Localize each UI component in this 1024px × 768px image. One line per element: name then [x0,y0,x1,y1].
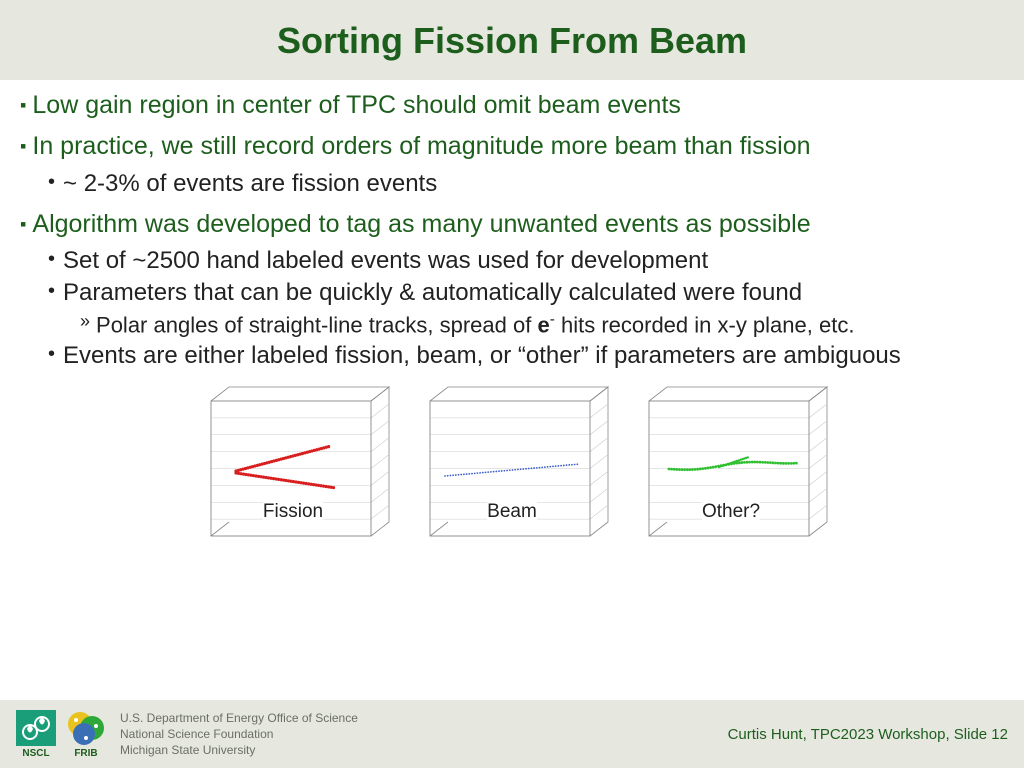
footer-bar: NSCL FRIB U.S. Department of Energy Offi… [0,700,1024,768]
diagram-label: Fission [263,501,323,523]
affil-line: Michigan State University [120,742,358,758]
bullet-text: Set of ~2500 hand labeled events was use… [63,246,708,276]
bullet-l2: • Events are either labeled fission, bea… [48,341,1004,371]
affiliation-text: U.S. Department of Energy Office of Scie… [120,710,358,759]
dot-bullet-icon: • [48,169,55,199]
slide-number: Curtis Hunt, TPC2023 Workshop, Slide 12 [728,726,1008,743]
bullet-l1: ▪ Algorithm was developed to tag as many… [20,209,1004,240]
square-bullet-icon: ▪ [20,135,26,162]
bullet-text: Polar angles of straight-line tracks, sp… [96,310,854,339]
square-bullet-icon: ▪ [20,94,26,121]
chevron-bullet-icon: » [80,310,90,339]
diagram-row: Fission Beam Other? [20,381,1004,551]
event-diagram: Other? [629,381,834,551]
dot-bullet-icon: • [48,246,55,276]
bullet-text: Parameters that can be quickly & automat… [63,278,802,308]
text-segment: hits recorded in x-y plane, etc. [555,312,855,337]
diagram-label: Beam [487,501,537,523]
nscl-logo: NSCL [16,710,56,759]
dot-bullet-icon: • [48,341,55,371]
bullet-text: Algorithm was developed to tag as many u… [32,209,810,240]
text-segment: Polar angles of straight-line tracks, sp… [96,312,537,337]
page-title: Sorting Fission From Beam [0,20,1024,62]
bullet-l2: • ~ 2-3% of events are fission events [48,169,1004,199]
bullet-group-2: ▪ In practice, we still record orders of… [20,131,1004,198]
title-bar: Sorting Fission From Beam [0,0,1024,80]
bullet-group-1: ▪ Low gain region in center of TPC shoul… [20,90,1004,121]
content-area: ▪ Low gain region in center of TPC shoul… [0,80,1024,551]
e-symbol: e [537,312,549,337]
frib-logo: FRIB [66,710,106,759]
bullet-l1: ▪ Low gain region in center of TPC shoul… [20,90,1004,121]
event-diagram: Beam [410,381,615,551]
bullet-l2: • Parameters that can be quickly & autom… [48,278,1004,308]
bullet-text: Low gain region in center of TPC should … [32,90,681,121]
affil-line: National Science Foundation [120,726,358,742]
event-diagram: Fission [191,381,396,551]
bullet-text: ~ 2-3% of events are fission events [63,169,437,199]
bullet-l3: » Polar angles of straight-line tracks, … [80,310,1004,339]
bullet-text: Events are either labeled fission, beam,… [63,341,901,371]
diagram-label: Other? [702,501,760,523]
logo-group: NSCL FRIB [16,710,106,759]
bullet-text: In practice, we still record orders of m… [32,131,810,162]
dot-bullet-icon: • [48,278,55,308]
square-bullet-icon: ▪ [20,213,26,240]
nscl-label: NSCL [22,748,49,759]
affil-line: U.S. Department of Energy Office of Scie… [120,710,358,726]
frib-label: FRIB [74,748,97,759]
bullet-group-3: ▪ Algorithm was developed to tag as many… [20,209,1004,371]
bullet-l1: ▪ In practice, we still record orders of… [20,131,1004,162]
bullet-l2: • Set of ~2500 hand labeled events was u… [48,246,1004,276]
